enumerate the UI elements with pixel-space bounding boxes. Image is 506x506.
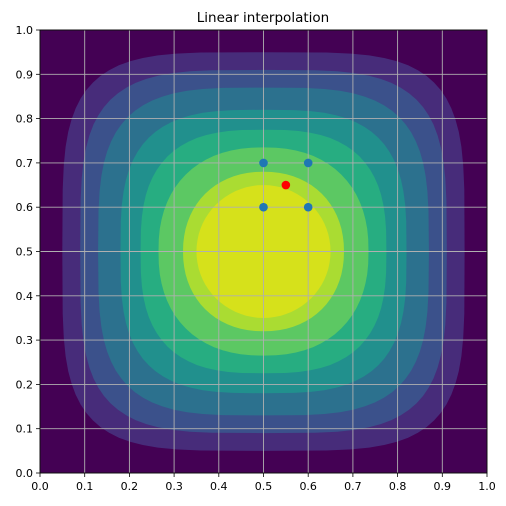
x-tick-label: 0.2 <box>121 480 139 493</box>
y-tick-label: 0.6 <box>16 201 34 214</box>
scatter-points <box>259 158 313 212</box>
contour-fills <box>40 30 487 473</box>
grid-point <box>259 202 268 212</box>
x-tick-label: 0.0 <box>31 480 49 493</box>
y-tick-label: 0.5 <box>16 246 34 259</box>
y-tick-label: 0.0 <box>16 467 34 480</box>
x-tick-label: 0.8 <box>389 480 407 493</box>
query-point <box>281 180 291 190</box>
x-tick-label: 0.6 <box>299 480 317 493</box>
grid-point <box>303 202 313 212</box>
y-tick-label: 0.1 <box>16 423 34 436</box>
x-tick-label: 0.7 <box>344 480 362 493</box>
y-tick-label: 1.0 <box>16 24 34 37</box>
x-tick-label: 0.4 <box>210 480 228 493</box>
x-tick-label: 0.3 <box>165 480 183 493</box>
grid-point <box>303 158 313 168</box>
x-tick-label: 0.9 <box>434 480 452 493</box>
x-axis: 0.0 0.1 0.2 0.3 0.4 0.5 0.6 0.7 0.8 0.9 1.0 <box>31 473 496 493</box>
y-axis: 0.0 0.1 0.2 0.3 0.4 0.5 0.6 0.7 0.8 0.9 1.0 <box>16 24 40 480</box>
grid-point <box>259 158 268 168</box>
x-tick-label: 1.0 <box>478 480 496 493</box>
y-tick-label: 0.3 <box>16 334 34 347</box>
y-tick-label: 0.7 <box>16 157 34 170</box>
x-tick-label: 0.1 <box>76 480 94 493</box>
chart-title: Linear interpolation <box>197 10 329 26</box>
y-tick-label: 0.2 <box>16 378 34 391</box>
y-tick-label: 0.4 <box>16 290 34 303</box>
y-tick-label: 0.9 <box>16 68 34 81</box>
y-tick-label: 0.8 <box>16 113 34 126</box>
x-tick-label: 0.5 <box>255 480 273 493</box>
